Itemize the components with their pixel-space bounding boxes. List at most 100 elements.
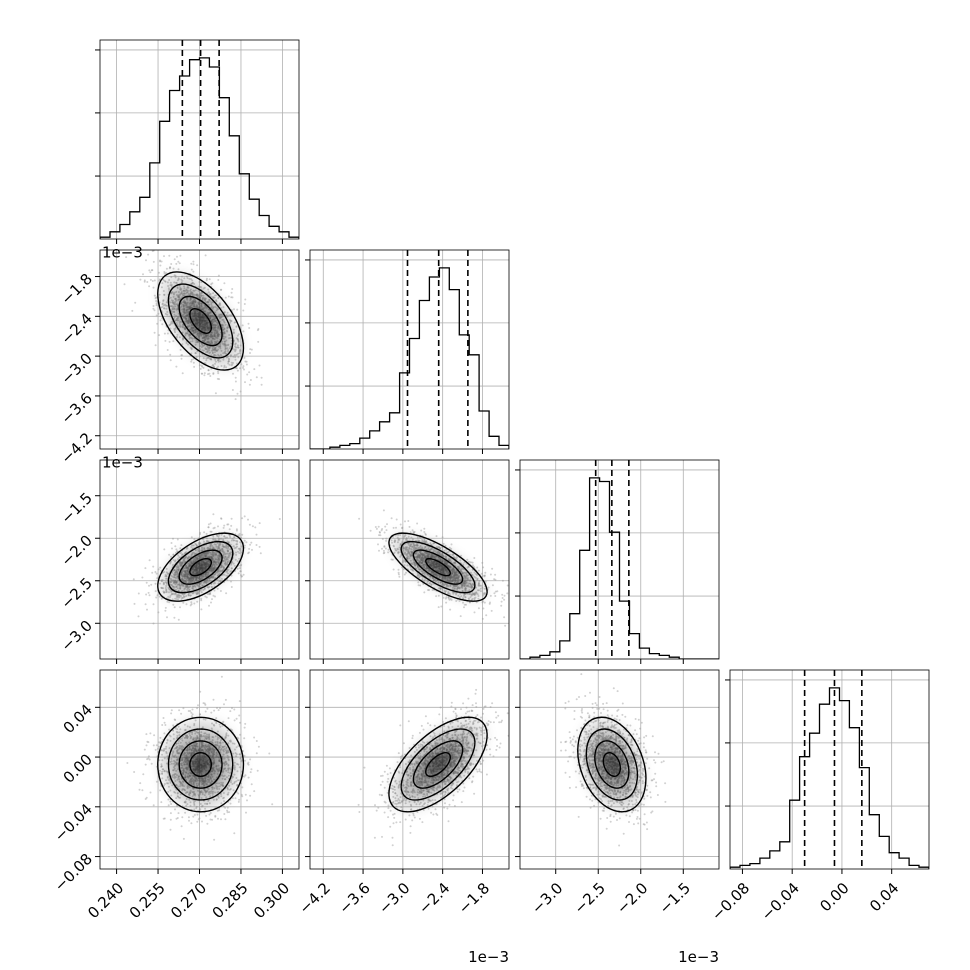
scatter-point bbox=[245, 363, 248, 366]
scatter-point bbox=[476, 566, 479, 569]
scatter-point bbox=[483, 574, 485, 577]
scatter-point bbox=[180, 544, 183, 547]
scatter-point bbox=[205, 277, 208, 280]
scatter-point bbox=[397, 568, 400, 571]
contour-line bbox=[167, 540, 234, 594]
scatter-point bbox=[243, 356, 246, 359]
density-shading bbox=[388, 533, 488, 602]
scatter-point bbox=[241, 324, 244, 327]
histogram-panel-0 bbox=[95, 39, 300, 244]
scatter-point bbox=[211, 598, 213, 601]
scatter-point bbox=[459, 615, 462, 618]
scatter-point bbox=[145, 581, 148, 584]
scatter-point bbox=[240, 575, 243, 578]
scatter-point bbox=[230, 580, 232, 583]
scatter-point bbox=[201, 365, 204, 368]
scatter-point bbox=[143, 280, 146, 283]
scatter-point bbox=[204, 254, 207, 257]
scatter-point bbox=[209, 375, 212, 377]
scatter-point bbox=[382, 509, 385, 512]
scatter-point bbox=[484, 571, 487, 574]
scatter-point bbox=[238, 533, 241, 535]
scatter-point bbox=[209, 591, 212, 594]
scatter-point bbox=[212, 372, 215, 375]
scatter-point bbox=[450, 547, 453, 550]
scatter-point bbox=[256, 329, 259, 332]
scatter-point bbox=[449, 608, 452, 611]
scatter-point bbox=[243, 368, 245, 371]
scatter-point bbox=[153, 309, 156, 312]
scatter-point bbox=[417, 584, 420, 587]
scatter-point bbox=[236, 567, 239, 570]
scatter-point bbox=[179, 547, 182, 550]
scatter-point bbox=[242, 330, 245, 333]
scatter-point bbox=[465, 603, 467, 606]
y-tick-label: −4.2 bbox=[58, 429, 96, 467]
scatter-point bbox=[413, 532, 415, 534]
scatter-point bbox=[180, 825, 183, 828]
scatter-point bbox=[131, 309, 134, 312]
scatter-point bbox=[176, 255, 178, 258]
contour-line bbox=[157, 532, 245, 602]
scatter-point bbox=[185, 603, 188, 606]
scatter-point bbox=[403, 573, 406, 576]
scatter-point bbox=[212, 373, 215, 375]
scatter-point bbox=[251, 525, 254, 528]
scatter-point bbox=[473, 557, 476, 559]
scatter-point bbox=[383, 545, 386, 548]
scatter-point bbox=[253, 368, 256, 371]
scatter-point bbox=[226, 523, 229, 526]
scatter-point bbox=[248, 371, 251, 374]
scatter-point bbox=[501, 593, 504, 596]
scatter-point bbox=[146, 281, 149, 283]
scatter-point bbox=[152, 603, 155, 606]
scatter-point bbox=[154, 571, 157, 573]
scatter-point bbox=[493, 592, 496, 595]
scatter-point bbox=[481, 561, 484, 564]
scatter-point bbox=[151, 571, 154, 574]
scatter-point bbox=[204, 703, 207, 706]
scatter-point bbox=[150, 269, 153, 272]
scatter-point bbox=[169, 266, 171, 269]
scatter-point bbox=[200, 599, 203, 602]
scatter-point bbox=[190, 603, 193, 606]
scatter-point bbox=[190, 360, 193, 363]
scatter-point bbox=[501, 579, 504, 582]
scatter-point bbox=[151, 250, 154, 252]
scatter-point bbox=[242, 309, 245, 312]
scatter-point bbox=[142, 273, 144, 276]
y-tick-label: −3.0 bbox=[58, 617, 96, 655]
scatter-point bbox=[169, 266, 172, 269]
scatter-point bbox=[477, 569, 480, 572]
scatter-point bbox=[181, 354, 184, 357]
scatter-point bbox=[223, 813, 226, 815]
scatter-point bbox=[147, 253, 150, 256]
contour-line bbox=[400, 540, 476, 594]
scatter-point bbox=[230, 296, 233, 299]
scatter-point bbox=[488, 602, 491, 605]
scatter-point bbox=[210, 283, 213, 286]
scatter-point bbox=[384, 525, 387, 528]
scatter-point bbox=[380, 529, 383, 532]
scatter-point bbox=[517, 600, 519, 602]
scatter-point bbox=[462, 601, 464, 604]
scatter-point bbox=[172, 267, 175, 270]
histogram-panel-1 bbox=[305, 249, 510, 454]
contour-line bbox=[425, 557, 451, 577]
scatter-point bbox=[145, 744, 148, 747]
scatter-point bbox=[153, 294, 156, 297]
scatter-point bbox=[154, 297, 157, 300]
scatter-point bbox=[152, 305, 155, 307]
scatter-point bbox=[496, 590, 499, 593]
scatter-point bbox=[424, 533, 427, 536]
scatter-point bbox=[223, 282, 226, 285]
scatter-point bbox=[431, 589, 434, 591]
scatter-point bbox=[164, 339, 167, 342]
scatter-point bbox=[242, 365, 245, 368]
scatter-point bbox=[238, 567, 241, 570]
scatter-point bbox=[174, 545, 177, 548]
scatter-point bbox=[208, 604, 210, 607]
scatter-point bbox=[151, 269, 154, 272]
scatter-point bbox=[210, 601, 212, 604]
scatter-point bbox=[153, 331, 156, 334]
